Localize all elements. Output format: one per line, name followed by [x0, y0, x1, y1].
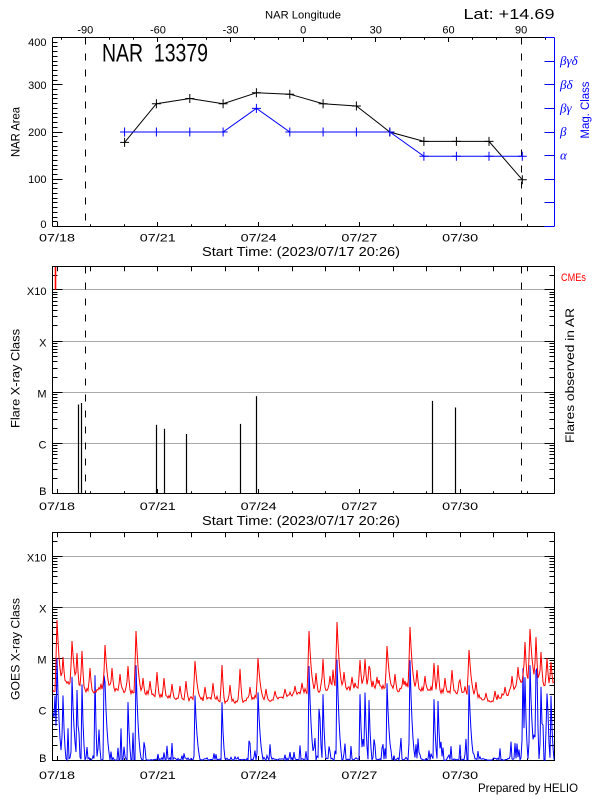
svg-text:Flares observed in AR: Flares observed in AR [565, 308, 577, 443]
svg-text:βδ: βδ [559, 77, 573, 92]
svg-text:07/18: 07/18 [39, 233, 75, 245]
svg-text:α: α [560, 148, 568, 163]
svg-text:07/21: 07/21 [140, 501, 176, 513]
svg-text:30: 30 [370, 25, 382, 37]
svg-text:Flare X-ray Class: Flare X-ray Class [11, 329, 23, 428]
svg-text:60: 60 [442, 25, 454, 37]
svg-text:NAR 13379: NAR 13379 [102, 40, 208, 68]
svg-text:βγδ: βγδ [559, 53, 579, 68]
svg-text:0: 0 [40, 219, 46, 231]
svg-text:X: X [39, 603, 47, 615]
svg-text:Mag. Class: Mag. Class [580, 81, 592, 138]
svg-text:07/30: 07/30 [442, 770, 478, 782]
svg-text:M: M [37, 654, 46, 666]
svg-text:07/24: 07/24 [241, 770, 277, 782]
svg-text:07/18: 07/18 [39, 770, 75, 782]
svg-text:M: M [37, 389, 46, 401]
svg-text:Prepared by HELIO: Prepared by HELIO [478, 781, 578, 795]
svg-text:C: C [39, 705, 47, 717]
svg-text:Start Time: (2023/07/17 20:26): Start Time: (2023/07/17 20:26) [202, 514, 400, 528]
svg-text:07/21: 07/21 [140, 770, 176, 782]
svg-text:GOES X-ray Class: GOES X-ray Class [11, 598, 23, 700]
svg-text:B: B [39, 753, 46, 765]
svg-text:-60: -60 [150, 25, 166, 37]
svg-text:07/21: 07/21 [140, 233, 176, 245]
svg-text:07/30: 07/30 [442, 233, 478, 245]
svg-text:X10: X10 [27, 286, 47, 298]
svg-text:90: 90 [515, 25, 527, 37]
svg-text:07/27: 07/27 [341, 233, 377, 245]
svg-text:NAR Area: NAR Area [11, 106, 23, 157]
svg-text:07/24: 07/24 [241, 501, 277, 513]
svg-text:07/30: 07/30 [442, 501, 478, 513]
svg-text:X10: X10 [27, 553, 47, 565]
svg-text:07/27: 07/27 [341, 501, 377, 513]
svg-text:X: X [39, 337, 47, 349]
svg-text:-90: -90 [77, 25, 93, 37]
svg-text:07/27: 07/27 [341, 770, 377, 782]
svg-text:βγ: βγ [559, 100, 572, 115]
svg-text:07/18: 07/18 [39, 501, 75, 513]
svg-text:CMEs: CMEs [561, 272, 586, 284]
svg-text:C: C [39, 440, 47, 452]
svg-text:-30: -30 [223, 25, 239, 37]
svg-text:β: β [559, 124, 567, 139]
svg-text:300: 300 [28, 80, 46, 92]
svg-text:Lat: +14.69: Lat: +14.69 [464, 7, 555, 23]
svg-text:100: 100 [28, 174, 46, 186]
svg-text:0: 0 [300, 25, 306, 37]
svg-text:Start Time: (2023/07/17 20:26): Start Time: (2023/07/17 20:26) [202, 245, 400, 259]
svg-text:07/24: 07/24 [241, 233, 277, 245]
svg-text:B: B [39, 486, 46, 498]
svg-text:400: 400 [28, 37, 46, 49]
svg-text:200: 200 [28, 127, 46, 139]
svg-text:NAR Longitude: NAR Longitude [265, 10, 341, 22]
